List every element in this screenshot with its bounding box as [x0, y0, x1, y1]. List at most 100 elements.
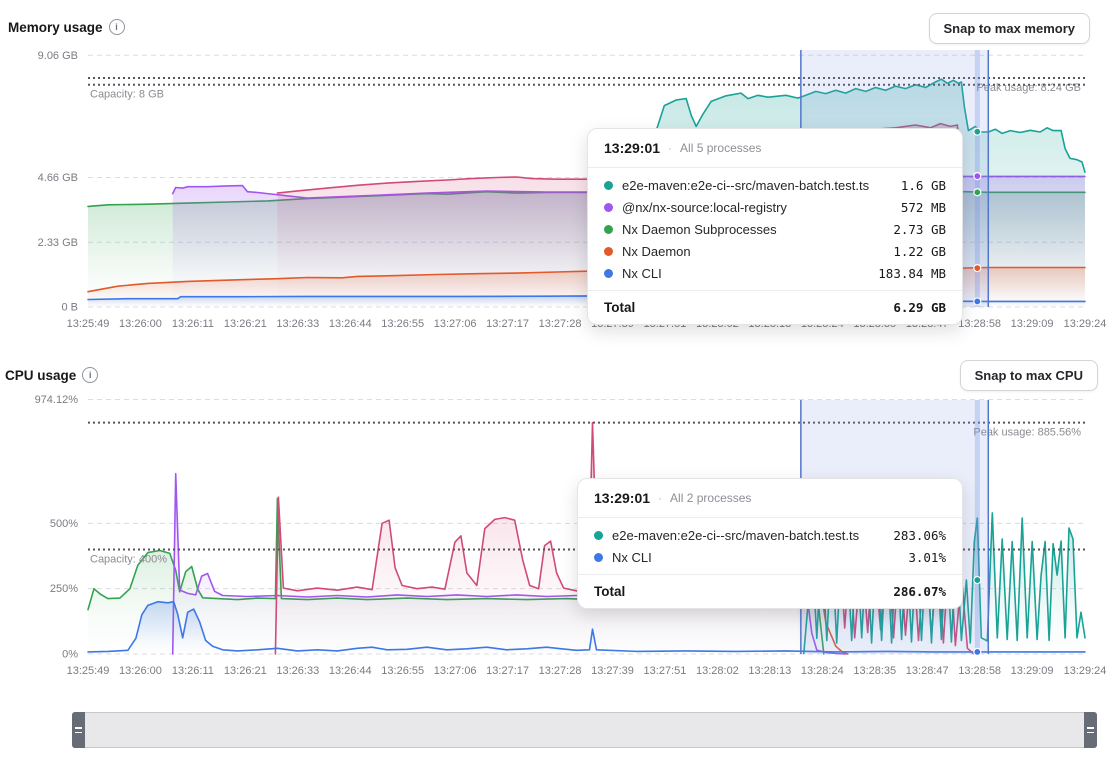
tooltip-row: Nx Daemon Subprocesses 2.73 GB	[604, 218, 946, 240]
svg-text:13:29:24: 13:29:24	[1064, 665, 1107, 677]
tooltip-time: 13:29:01	[604, 140, 660, 156]
tooltip-total-row: Total 6.29 GB	[588, 290, 962, 324]
total-value: 6.29 GB	[893, 300, 946, 315]
svg-text:13:27:06: 13:27:06	[434, 665, 477, 677]
process-name: Nx Daemon Subprocesses	[622, 222, 884, 237]
total-label: Total	[604, 300, 635, 315]
brush-handle-right[interactable]	[1084, 712, 1097, 748]
svg-text:13:27:28: 13:27:28	[539, 665, 582, 677]
cpu-section-title: CPU usage i	[5, 367, 98, 383]
process-name: e2e-maven:e2e-ci--src/maven-batch.test.t…	[622, 178, 892, 193]
dot-separator: ·	[658, 491, 662, 505]
x-axis: 13:25:49 13:26:00 13:26:11 13:26:21 13:26:33…	[67, 665, 1107, 677]
svg-text:13:26:55: 13:26:55	[381, 318, 424, 330]
svg-text:0%: 0%	[62, 649, 78, 661]
svg-text:13:27:06: 13:27:06	[434, 318, 477, 330]
svg-text:13:25:49: 13:25:49	[67, 665, 110, 677]
svg-text:0 B: 0 B	[61, 302, 78, 314]
series-color-dot-icon	[594, 553, 603, 562]
memory-section-title: Memory usage i	[8, 19, 125, 35]
svg-text:Peak usage: 885.56%: Peak usage: 885.56%	[973, 427, 1081, 439]
svg-text:250%: 250%	[50, 583, 78, 595]
svg-text:13:28:47: 13:28:47	[906, 665, 949, 677]
brush-handle-left[interactable]	[72, 712, 85, 748]
svg-text:974.12%: 974.12%	[35, 394, 79, 406]
svg-text:13:28:58: 13:28:58	[958, 318, 1001, 330]
tooltip-time: 13:29:01	[594, 490, 650, 506]
svg-text:13:29:09: 13:29:09	[1011, 665, 1054, 677]
svg-text:13:26:00: 13:26:00	[119, 318, 162, 330]
svg-text:13:26:44: 13:26:44	[329, 665, 372, 677]
process-value: 3.01%	[908, 550, 946, 565]
svg-text:13:26:11: 13:26:11	[172, 665, 214, 677]
svg-text:Capacity: 8 GB: Capacity: 8 GB	[90, 89, 164, 101]
memory-title-text: Memory usage	[8, 20, 103, 35]
svg-text:500%: 500%	[50, 518, 78, 530]
series-color-dot-icon	[604, 225, 613, 234]
svg-text:13:27:17: 13:27:17	[486, 318, 529, 330]
cpu-tooltip: 13:29:01 · All 2 processes e2e-maven:e2e-…	[577, 478, 963, 609]
total-label: Total	[594, 584, 625, 599]
svg-text:13:26:00: 13:26:00	[119, 665, 162, 677]
svg-text:13:26:44: 13:26:44	[329, 318, 372, 330]
svg-text:4.66 GB: 4.66 GB	[38, 172, 78, 184]
series-color-dot-icon	[604, 203, 613, 212]
info-icon[interactable]: i	[109, 19, 125, 35]
series-color-dot-icon	[604, 269, 613, 278]
svg-text:13:26:33: 13:26:33	[276, 318, 319, 330]
memory-tooltip: 13:29:01 · All 5 processes e2e-maven:e2e-…	[587, 128, 963, 325]
tooltip-row: Nx CLI 183.84 MB	[604, 262, 946, 284]
cpu-title-text: CPU usage	[5, 368, 76, 383]
tooltip-row: e2e-maven:e2e-ci--src/maven-batch.test.t…	[604, 174, 946, 196]
tooltip-rows: e2e-maven:e2e-ci--src/maven-batch.test.t…	[578, 518, 962, 574]
snap-to-max-memory-button[interactable]: Snap to max memory	[929, 13, 1091, 44]
crosshair	[974, 400, 981, 655]
process-name: e2e-maven:e2e-ci--src/maven-batch.test.t…	[612, 528, 884, 543]
process-value: 283.06%	[893, 528, 946, 543]
svg-text:13:27:28: 13:27:28	[539, 318, 582, 330]
tooltip-row: e2e-maven:e2e-ci--src/maven-batch.test.t…	[594, 524, 946, 546]
svg-text:Capacity: 400%: Capacity: 400%	[90, 553, 167, 565]
time-brush[interactable]	[72, 712, 1097, 748]
grip-icon	[75, 727, 82, 729]
svg-text:2.33 GB: 2.33 GB	[38, 237, 78, 249]
tooltip-row: @nx/nx-source:local-registry 572 MB	[604, 196, 946, 218]
svg-text:9.06 GB: 9.06 GB	[38, 50, 78, 62]
svg-text:13:28:24: 13:28:24	[801, 665, 844, 677]
grip-icon	[75, 732, 82, 734]
grip-icon	[1087, 732, 1094, 734]
process-name: Nx CLI	[622, 266, 869, 281]
svg-text:13:28:13: 13:28:13	[748, 665, 791, 677]
svg-text:13:26:21: 13:26:21	[224, 318, 267, 330]
info-icon[interactable]: i	[82, 367, 98, 383]
tooltip-row: Nx Daemon1.22 GB	[604, 240, 946, 262]
tooltip-row: Nx CLI 3.01%	[594, 546, 946, 568]
tooltip-process-count: All 2 processes	[670, 491, 751, 505]
snap-to-max-cpu-button[interactable]: Snap to max CPU	[960, 360, 1098, 391]
svg-text:13:26:11: 13:26:11	[172, 318, 214, 330]
process-name: Nx CLI	[612, 550, 899, 565]
svg-text:13:26:21: 13:26:21	[224, 665, 267, 677]
svg-text:13:29:09: 13:29:09	[1011, 318, 1054, 330]
process-value: 2.73 GB	[893, 222, 946, 237]
process-value: 1.22 GB	[893, 244, 946, 259]
svg-text:13:28:58: 13:28:58	[958, 665, 1001, 677]
process-value: 572 MB	[901, 200, 946, 215]
tooltip-total-row: Total 286.07%	[578, 574, 962, 608]
process-value: 183.84 MB	[878, 266, 946, 281]
series-color-dot-icon	[604, 247, 613, 256]
nx-profiler-app: Memory usage i Snap to max memory 9.06 G…	[0, 0, 1118, 761]
tooltip-header: 13:29:01 · All 5 processes	[588, 129, 962, 168]
total-value: 286.07%	[893, 584, 946, 599]
svg-text:13:29:24: 13:29:24	[1064, 318, 1107, 330]
svg-text:13:26:33: 13:26:33	[276, 665, 319, 677]
svg-text:13:27:17: 13:27:17	[486, 665, 529, 677]
svg-text:13:25:49: 13:25:49	[67, 318, 110, 330]
grip-icon	[1087, 727, 1094, 729]
svg-text:13:27:39: 13:27:39	[591, 665, 634, 677]
svg-text:13:27:51: 13:27:51	[644, 665, 687, 677]
tooltip-rows: e2e-maven:e2e-ci--src/maven-batch.test.t…	[588, 168, 962, 290]
crosshair	[974, 50, 981, 307]
process-name: @nx/nx-source:local-registry	[622, 200, 892, 215]
tooltip-process-count: All 5 processes	[680, 141, 761, 155]
